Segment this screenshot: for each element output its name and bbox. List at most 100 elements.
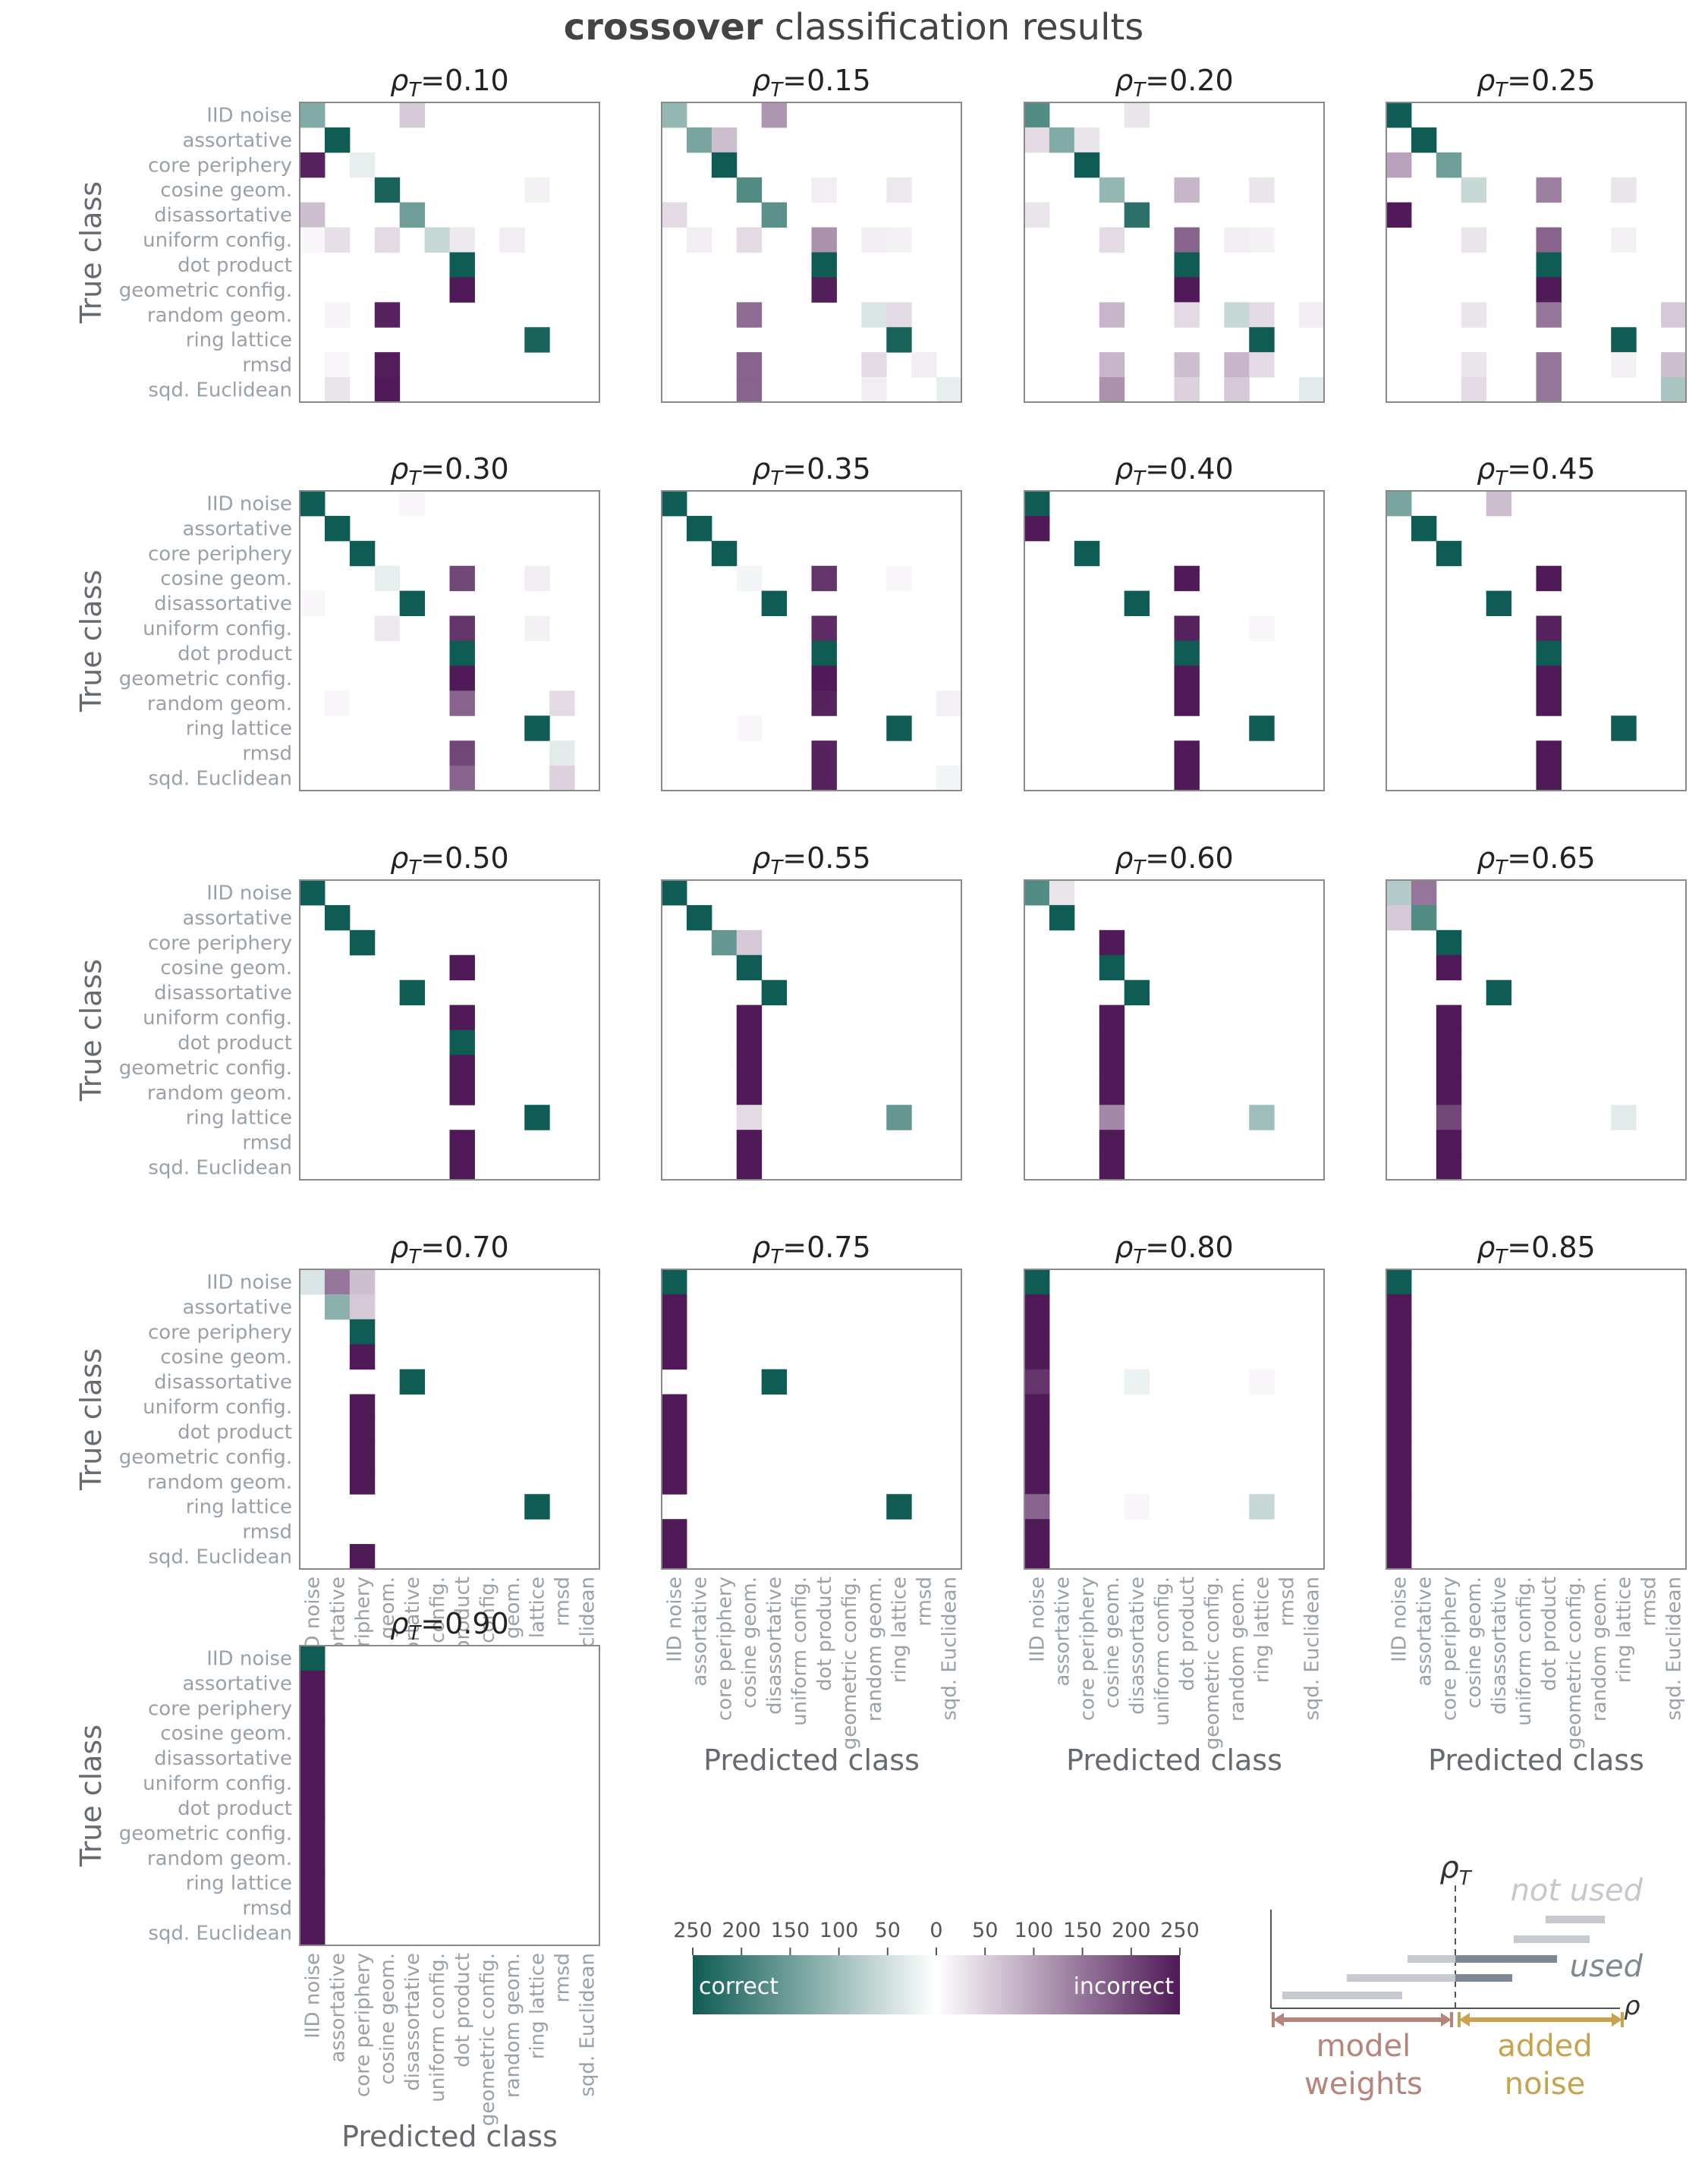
heatmap-cell: [524, 177, 550, 203]
row-tick-label: sqd. Euclidean: [148, 1546, 292, 1569]
col-tick-label: disassortative: [763, 1577, 786, 1715]
heatmap-cell: [886, 715, 912, 741]
heatmap-cell: [1461, 302, 1487, 328]
panel-frame: [299, 490, 600, 791]
heatmap-cell: [399, 102, 426, 128]
heatmap-cell: [1174, 640, 1200, 666]
panel-title: ρT=0.65: [1477, 841, 1595, 879]
panel-title: ρT=0.70: [390, 1231, 508, 1269]
heatmap-cell: [1249, 1105, 1275, 1130]
heatmap-cell: [1661, 377, 1687, 403]
colorbar-tick-label: 100: [1014, 1919, 1054, 1942]
heatmap-cell: [1224, 302, 1250, 328]
heatmap-cell: [349, 152, 376, 178]
heatmap-cell: [736, 1005, 763, 1030]
heatmap-cell: [736, 1080, 763, 1105]
col-tick-label: sqd. Euclidean: [1301, 1577, 1324, 1721]
heatmap-cell: [324, 302, 351, 328]
heatmap-cell: [1024, 1369, 1050, 1395]
heatmap-cell: [886, 302, 912, 328]
heatmap-cell: [811, 640, 837, 666]
row-tick-label: dot product: [178, 643, 292, 665]
heatmap-cell: [399, 979, 426, 1006]
heatmap-cell: [449, 227, 475, 253]
heatmap-cell: [1174, 766, 1200, 791]
heatmap-cell: [449, 615, 475, 641]
heatmap-cell: [399, 491, 426, 517]
heatmap-cell: [1249, 177, 1275, 203]
heatmap-cell: [349, 1469, 376, 1495]
heatmap-cell: [1436, 540, 1462, 567]
heatmap-cell: [662, 1469, 687, 1495]
heatmap-cell: [300, 1895, 326, 1921]
row-tick-label: rmsd: [242, 354, 292, 377]
heatmap-cell: [736, 352, 763, 378]
colorbar-tick-label: 0: [929, 1919, 942, 1942]
heatmap-cell: [861, 302, 887, 328]
heatmap-panel: ρT=0.55: [661, 841, 962, 1181]
inset-model-arrow-head: [1273, 2013, 1284, 2027]
heatmap-cell: [1099, 1030, 1125, 1055]
row-tick-label: assortative: [182, 907, 292, 929]
heatmap-cell: [736, 1155, 763, 1181]
inset-model-weights-label: weights: [1304, 2067, 1423, 2102]
x-axis-label: Predicted class: [1066, 1744, 1282, 1777]
colorbar-tick-label: 200: [722, 1919, 761, 1942]
heatmap-cell: [1024, 1544, 1050, 1570]
col-tick-label: cosine geom.: [738, 1577, 761, 1709]
heatmap-cell: [1299, 302, 1325, 328]
inset-range-bar: [1282, 1992, 1402, 1999]
heatmap-cell: [936, 690, 962, 716]
row-tick-label: dot product: [178, 1797, 292, 1820]
heatmap-cell: [1386, 102, 1412, 128]
heatmap-cell: [1249, 1494, 1275, 1520]
col-tick-label: ring lattice: [1613, 1577, 1636, 1683]
row-tick-label: rmsd: [242, 1521, 292, 1544]
col-tick-label: rmsd: [1638, 1577, 1661, 1627]
heatmap-cell: [324, 1269, 351, 1295]
panel-title: ρT=0.60: [1115, 841, 1233, 879]
col-tick-label: ring lattice: [1251, 1577, 1274, 1683]
panel-frame: [1386, 879, 1687, 1181]
heatmap-cell: [524, 327, 550, 353]
heatmap-cell: [736, 1055, 763, 1080]
row-tick-label: IID noise: [206, 1271, 292, 1294]
heatmap-cell: [686, 227, 712, 253]
heatmap-cell: [1386, 880, 1412, 906]
heatmap-cell: [861, 227, 887, 253]
col-tick-label: sqd. Euclidean: [1663, 1577, 1686, 1721]
heatmap-cell: [349, 1394, 376, 1420]
inset-rho-t-label: ρT: [1439, 1850, 1472, 1890]
heatmap-cell: [1536, 640, 1562, 666]
heatmap-cell: [1024, 1469, 1050, 1495]
heatmap-cell: [1386, 1369, 1412, 1395]
heatmap-cell: [736, 227, 763, 253]
row-tick-label: sqd. Euclidean: [148, 768, 292, 791]
heatmap-cell: [524, 715, 550, 741]
heatmap-cell: [711, 152, 738, 178]
heatmap-cell: [449, 1030, 475, 1055]
heatmap-cell: [1436, 1130, 1462, 1156]
heatmap-cell: [736, 1130, 763, 1156]
colorbar-tick-label: 50: [972, 1919, 998, 1942]
col-tick-label: dot product: [1176, 1577, 1199, 1691]
heatmap-cell: [1024, 515, 1050, 542]
heatmap-cell: [300, 1845, 326, 1871]
heatmap-cell: [1024, 1494, 1050, 1520]
inset-range-bar: [1347, 1974, 1455, 1982]
panel-title: ρT=0.25: [1477, 64, 1595, 102]
heatmap-cell: [1174, 565, 1200, 592]
heatmap-cell: [662, 1294, 687, 1320]
heatmap-cell: [662, 1444, 687, 1470]
heatmap-cell: [1461, 377, 1487, 403]
panel-title: ρT=0.45: [1477, 452, 1595, 490]
row-tick-label: dot product: [178, 1032, 292, 1055]
heatmap-cell: [1174, 615, 1200, 641]
row-tick-label: uniform config.: [143, 229, 292, 252]
heatmap-cell: [1386, 904, 1412, 931]
heatmap-cell: [300, 202, 326, 228]
heatmap-cell: [349, 1344, 376, 1370]
